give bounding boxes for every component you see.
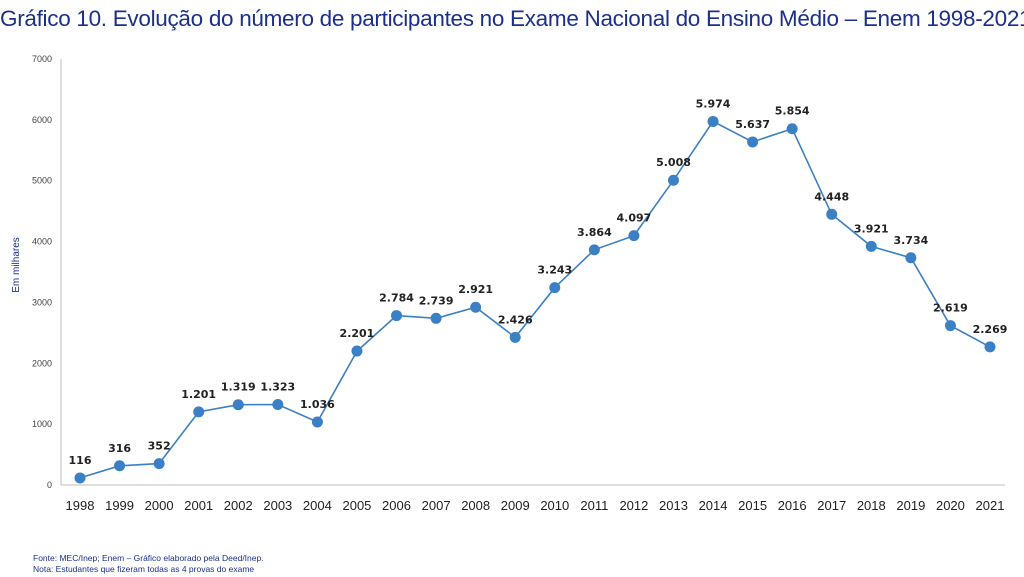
- x-tick-label: 1999: [105, 498, 134, 513]
- data-label: 1.036: [300, 398, 335, 411]
- x-tick-label: 2012: [619, 498, 648, 513]
- data-label: 5.854: [775, 105, 810, 118]
- data-point: [430, 312, 442, 324]
- x-tick-label: 2008: [461, 498, 490, 513]
- data-label: 3.243: [537, 264, 572, 277]
- x-tick-label: 2017: [817, 498, 846, 513]
- chart-footer: Fonte: MEC/Inep; Enem – Gráfico elaborad…: [33, 553, 264, 575]
- data-point: [311, 416, 323, 428]
- data-label: 316: [108, 442, 131, 455]
- x-tick-label: 2005: [342, 498, 371, 513]
- x-tick-label: 2006: [382, 498, 411, 513]
- x-tick-label: 2011: [580, 498, 608, 513]
- data-label: 4.097: [617, 212, 652, 225]
- data-point: [153, 458, 165, 470]
- x-tick-label: 2014: [699, 498, 728, 513]
- x-tick-label: 2016: [778, 498, 807, 513]
- data-label: 5.008: [656, 156, 691, 169]
- footnote: Nota: Estudantes que fizeram todas as 4 …: [33, 564, 255, 574]
- y-tick-label: 3000: [32, 297, 52, 307]
- data-label: 3.921: [854, 222, 889, 235]
- y-axis-label: Em milhares: [11, 237, 22, 293]
- x-tick-label: 2010: [540, 498, 569, 513]
- data-label: 1.323: [260, 380, 295, 393]
- x-tick-label: 2004: [303, 498, 332, 513]
- data-point: [351, 345, 363, 357]
- x-tick-label: 2002: [224, 498, 253, 513]
- data-point: [272, 398, 284, 410]
- data-label: 3.734: [893, 234, 928, 247]
- x-tick-label: 2001: [184, 498, 213, 513]
- chart-title: Gráfico 10. Evolução do número de partic…: [0, 6, 1024, 31]
- data-point: [747, 136, 759, 148]
- data-point: [391, 310, 403, 322]
- data-point: [707, 115, 719, 127]
- data-point: [905, 252, 917, 264]
- data-point: [549, 282, 561, 294]
- data-point: [509, 331, 521, 343]
- data-label: 2.921: [458, 283, 493, 296]
- x-tick-label: 2020: [936, 498, 965, 513]
- x-tick-label: 2007: [422, 498, 451, 513]
- data-point: [232, 399, 244, 411]
- data-label: 2.426: [498, 313, 533, 326]
- data-point: [628, 230, 640, 242]
- x-tick-label: 2015: [738, 498, 767, 513]
- data-point: [470, 301, 482, 313]
- data-label: 352: [148, 440, 171, 453]
- y-tick-label: 2000: [32, 358, 52, 368]
- line-chart: 0 1000 2000 3000 4000 5000 6000 7000 Em milhares…: [11, 54, 1008, 513]
- data-label: 1.319: [221, 381, 256, 394]
- data-label: 2.739: [419, 294, 454, 307]
- data-label: 5.974: [696, 97, 731, 110]
- data-point: [114, 460, 126, 472]
- x-tick-label: 2021: [976, 498, 1005, 513]
- series-line: [79, 120, 991, 479]
- data-point: [588, 244, 600, 256]
- x-tick-label: 2018: [857, 498, 886, 513]
- data-label: 1.201: [181, 388, 216, 401]
- y-tick-label: 6000: [32, 115, 52, 125]
- data-point: [826, 208, 838, 220]
- data-point: [786, 123, 798, 135]
- x-tick-label: 2003: [263, 498, 292, 513]
- y-tick-label: 4000: [32, 237, 52, 247]
- y-tick-label: 7000: [32, 54, 52, 64]
- data-point: [193, 406, 205, 418]
- y-tick-label: 0: [47, 480, 52, 490]
- x-tick-label: 2000: [145, 498, 174, 513]
- data-label: 2.201: [340, 327, 375, 340]
- data-label: 3.864: [577, 226, 612, 239]
- x-tick-label: 2019: [896, 498, 925, 513]
- data-point: [984, 341, 996, 353]
- data-label: 2.269: [973, 323, 1008, 336]
- data-point: [667, 174, 679, 186]
- y-tick-label: 5000: [32, 176, 52, 186]
- x-tick-label: 2009: [501, 498, 530, 513]
- data-label: 2.784: [379, 292, 414, 305]
- y-tick-label: 1000: [32, 419, 52, 429]
- x-tick-label: 2013: [659, 498, 688, 513]
- source-note: Fonte: MEC/Inep; Enem – Gráfico elaborad…: [33, 553, 264, 563]
- data-point: [865, 240, 877, 252]
- data-label: 116: [69, 454, 92, 467]
- data-point: [74, 472, 86, 484]
- data-label: 4.448: [814, 190, 849, 203]
- data-point: [944, 320, 956, 332]
- x-tick-label: 1998: [66, 498, 95, 513]
- data-label: 5.637: [735, 118, 770, 131]
- data-label: 2.619: [933, 302, 968, 315]
